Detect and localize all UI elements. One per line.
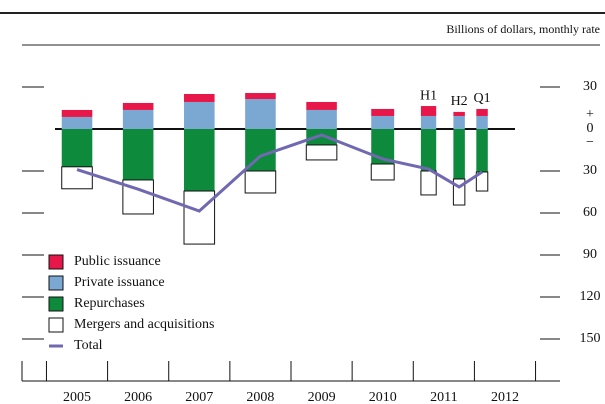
bar-segment [371, 108, 395, 116]
x-tick-label: 2005 [63, 390, 91, 404]
bar-segment [371, 115, 395, 129]
legend-label: Public issuance [74, 254, 161, 269]
bar-segment [122, 129, 154, 180]
x-tick-label: 2008 [246, 390, 274, 404]
bar-segment [453, 115, 465, 129]
bar-segment [476, 115, 488, 129]
y-tick-label: 90 [583, 247, 597, 262]
y-tick-label: 30 [583, 163, 597, 178]
bar-segment [420, 106, 437, 116]
y-tick-label: 0 [587, 121, 594, 136]
bar-segment [453, 129, 465, 179]
x-tick-label: 2007 [185, 390, 213, 404]
y-tick-label: 120 [580, 289, 601, 304]
x-tick-label: 2012 [491, 390, 519, 404]
legend-label: Repurchases [74, 296, 145, 311]
bar-segment [306, 101, 337, 110]
legend-swatch [48, 275, 64, 291]
x-tick-label: 2011 [430, 390, 457, 404]
bar-segment [245, 93, 276, 100]
bar-segment [245, 99, 276, 129]
bar-segment [452, 178, 466, 206]
bar-segment [122, 109, 154, 129]
sign-label: + [586, 107, 594, 122]
bar-segment [183, 190, 216, 245]
bar-segment [306, 109, 337, 129]
bar-segment [453, 111, 465, 116]
bar-segment [184, 101, 215, 129]
legend-swatch [48, 317, 64, 333]
x-tick-label: 2009 [308, 390, 336, 404]
bar-segment [370, 163, 395, 181]
bar-segment [420, 170, 437, 196]
legend-swatch [48, 254, 64, 270]
x-tick-label: 2006 [124, 390, 152, 404]
legend-swatch [48, 296, 64, 312]
y-tick-label: 150 [580, 331, 601, 346]
y-tick-label: 30 [583, 79, 597, 94]
y-tick-label: 60 [583, 205, 597, 220]
legend-label: Mergers and acquisitions [74, 317, 215, 332]
legend-label: Private issuance [74, 275, 165, 290]
total-line [76, 133, 483, 213]
bar-segment [61, 129, 93, 167]
bar-segment [122, 102, 154, 110]
bar-segment [306, 129, 337, 145]
bar-segment [305, 144, 338, 161]
bar-segment [476, 108, 488, 116]
bar-segment [184, 94, 215, 102]
bar-segment [61, 116, 93, 129]
bar-segment [244, 170, 277, 194]
bar-segment [420, 115, 437, 129]
bar-label: Q1 [473, 91, 490, 106]
bar-segment [61, 109, 93, 117]
x-tick-label: 2010 [369, 390, 397, 404]
bar-segment [476, 129, 488, 172]
bar-segment [420, 129, 437, 171]
bar-label: H2 [451, 94, 468, 109]
legend-label: Total [74, 338, 103, 353]
unit-note: Billions of dollars, monthly rate [446, 22, 600, 36]
sign-label: − [586, 135, 594, 150]
bar-label: H1 [420, 88, 437, 103]
bar-segment [184, 129, 215, 192]
